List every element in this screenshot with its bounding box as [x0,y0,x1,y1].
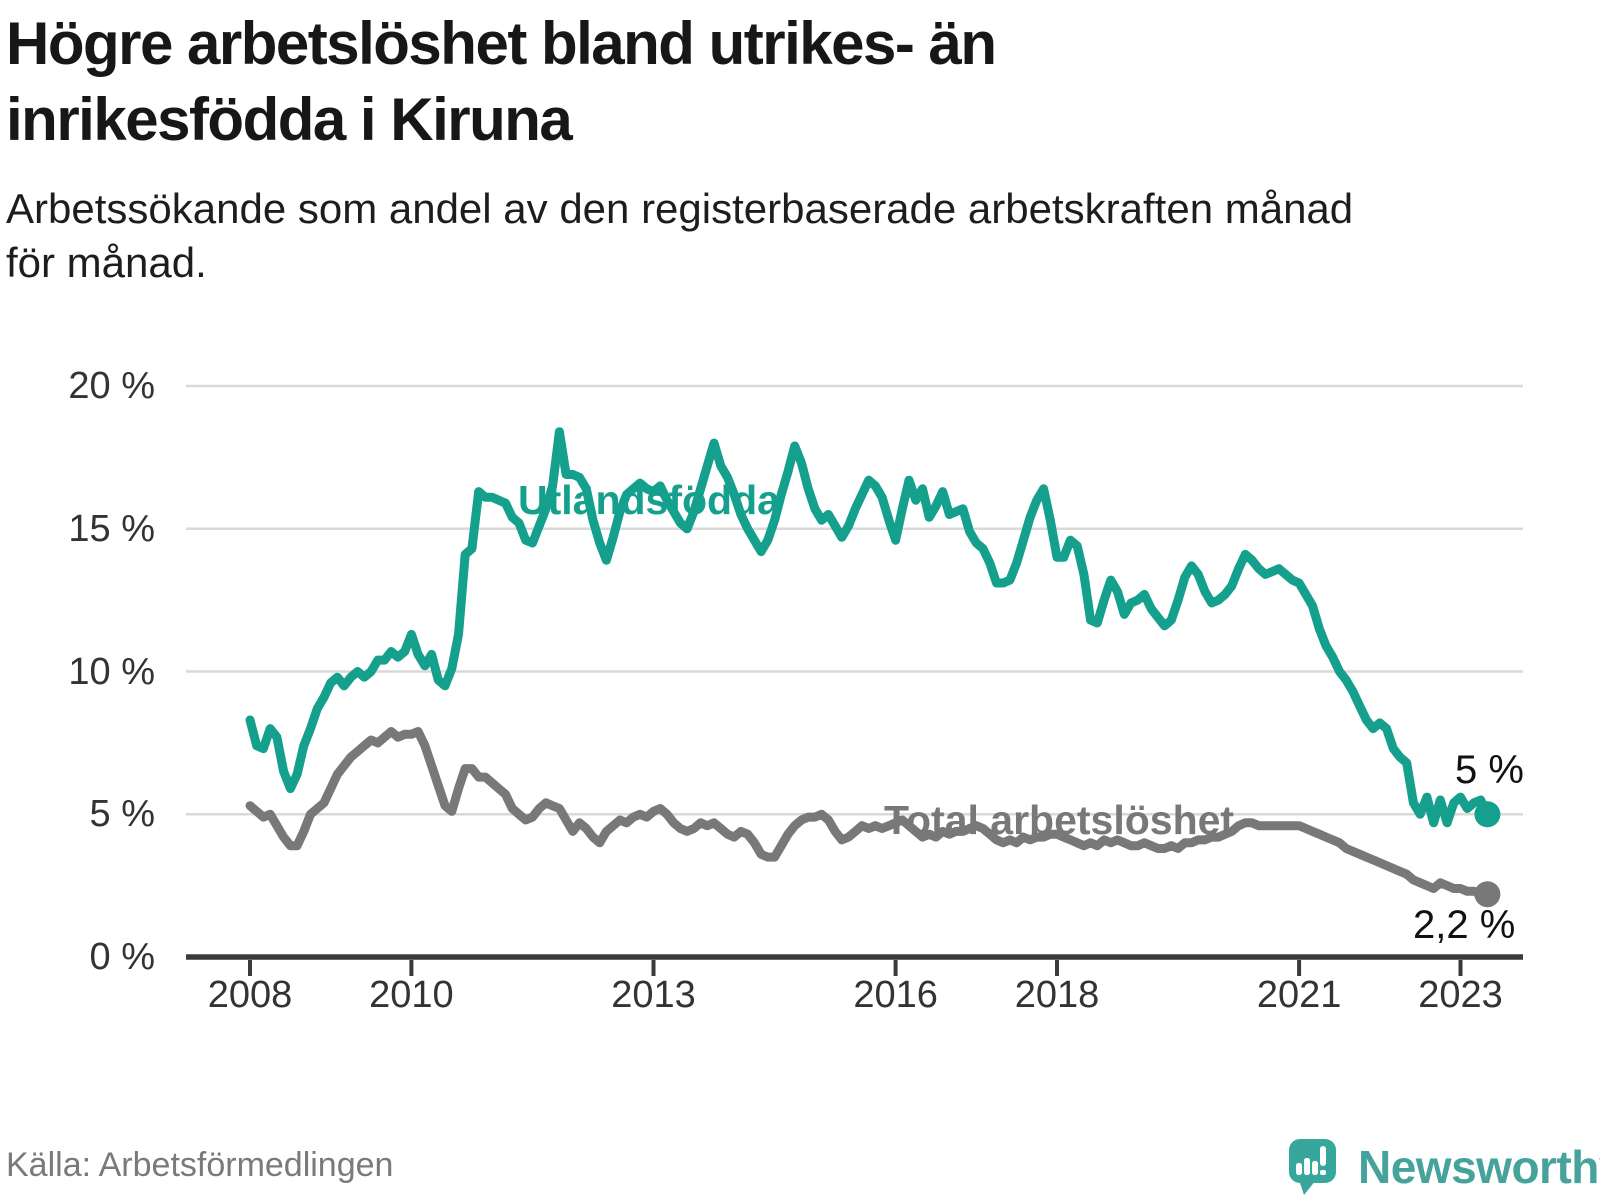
subtitle-line-2: för månad. [6,238,207,286]
x-axis-tick-label-2018: 2018 [1014,974,1100,1016]
x-axis-tick-label-2016: 2016 [853,974,938,1016]
x-axis-tick-label-2013: 2013 [611,974,696,1016]
title-line-1: Högre arbetslöshet bland utrikes- än [6,10,997,77]
line-series-1 [245,727,1492,899]
title-line-2: inrikesfödda i Kiruna [6,86,573,154]
end-value-label-utlandsfodda: 5 % [1455,748,1524,792]
newsworthy-logo-icon [1289,1139,1336,1195]
y-axis-tick-label-20: 20 % [68,365,155,407]
series-label-utlandsfodda: Utlandsfödda [518,477,780,523]
y-axis-tick-label-15: 15 % [68,507,155,550]
x-axis-tick-label-2021: 2021 [1256,974,1342,1016]
x-axis-tick-label-2010: 2010 [369,974,454,1016]
x-axis-tick-label-2008: 2008 [207,974,293,1016]
line-series-0 [245,427,1492,828]
end-dot-series-1 [1474,881,1501,908]
end-dot-series-0 [1474,801,1501,828]
page-title: Högre arbetslöshet bland utrikes- än inr… [6,6,1526,158]
newsworthy-logo[interactable]: Newsworthy [1288,1138,1600,1196]
series-label-total-arbetsloshet: Total arbetslöshet [884,797,1235,843]
y-axis-tick-label-0: 0 % [89,936,155,978]
x-axis-tick-label-2023: 2023 [1418,974,1503,1016]
source-credit: Källa: Arbetsförmedlingen [6,1146,394,1184]
newsworthy-logo-text: Newsworthy [1358,1141,1600,1193]
subtitle-line-1: Arbetssökande som andel av den registerb… [6,185,1354,232]
end-value-label-total: 2,2 % [1413,903,1516,947]
y-axis-tick-label-5: 5 % [89,793,155,836]
y-axis-tick-label-10: 10 % [68,650,155,693]
page-subtitle: Arbetssökande som andel av den registerb… [6,182,1566,290]
